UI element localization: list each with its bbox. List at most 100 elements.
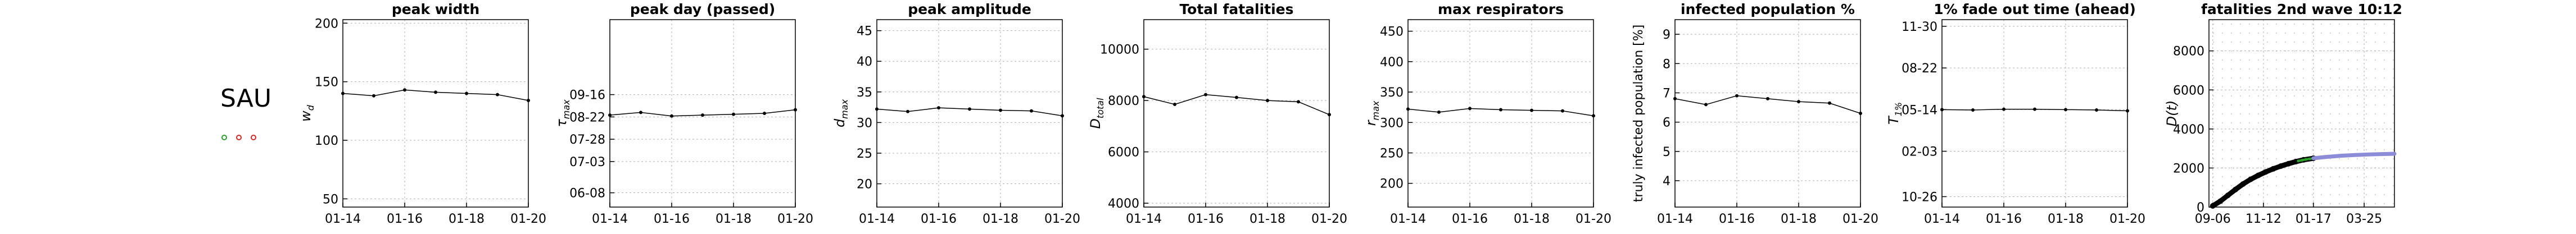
background-dot [2302, 86, 2305, 88]
background-dot [2293, 95, 2296, 97]
background-dot [2230, 23, 2233, 25]
background-dot [2311, 41, 2314, 43]
background-dot [2257, 50, 2260, 52]
background-dot [2293, 149, 2296, 151]
background-dot [2266, 140, 2269, 142]
background-dot [2365, 122, 2367, 124]
y-tick-label: 350 [1380, 86, 1404, 100]
background-dot [2311, 203, 2314, 205]
x-tick-label: 01-16 [654, 212, 690, 226]
background-dot [2383, 104, 2385, 106]
background-dot [2257, 113, 2260, 115]
background-dot [2248, 140, 2251, 142]
chart-panel: 200 250 300 350 400 450 01-14 01-16 01-18 01-20 ma… [1363, 1, 1611, 226]
x-tick-label: 01-14 [1657, 212, 1693, 226]
background-dot [2311, 131, 2314, 133]
background-dot [2365, 59, 2367, 61]
background-dot [2383, 185, 2385, 187]
background-dot [2221, 77, 2224, 79]
background-dot [2302, 149, 2305, 151]
background-dot [2302, 140, 2305, 142]
y-tick-label: 100 [315, 134, 338, 148]
background-dot [2284, 140, 2287, 142]
background-dot [2311, 59, 2314, 61]
background-dot [2266, 68, 2269, 70]
background-dot [2374, 32, 2376, 34]
background-dot [2356, 122, 2358, 124]
background-dot [2221, 185, 2224, 187]
background-dot [2230, 32, 2233, 34]
background-dot [2392, 77, 2394, 79]
background-dot [2239, 176, 2242, 178]
background-dot [2257, 167, 2260, 169]
background-dot [2392, 104, 2394, 106]
data-point [1530, 108, 1533, 112]
background-dot [2239, 113, 2242, 115]
red-marker-icon [251, 135, 256, 140]
background-dot [2356, 32, 2358, 34]
background-dot [2284, 203, 2287, 205]
background-dot [2374, 131, 2376, 133]
background-dot [2383, 113, 2385, 115]
background-dot [2365, 41, 2367, 43]
background-dot [2275, 113, 2278, 115]
x-tick-label: 01-18 [983, 212, 1018, 226]
data-point [1297, 100, 1300, 104]
background-dot [2302, 41, 2305, 43]
background-dot [2293, 122, 2296, 124]
background-dot [2356, 50, 2358, 52]
background-dot [2383, 131, 2385, 133]
x-tick-label: 01-16 [1188, 212, 1224, 226]
background-dot [2311, 176, 2314, 178]
background-dot [2230, 131, 2233, 133]
background-dot [2248, 86, 2251, 88]
background-dot [2329, 140, 2331, 142]
y-tick-label: 50 [323, 192, 338, 207]
background-dot [2392, 50, 2394, 52]
background-dot [2347, 95, 2349, 97]
background-dot [2338, 176, 2340, 178]
background-dot [2347, 176, 2349, 178]
background-dot [2338, 203, 2340, 205]
background-dot [2239, 23, 2242, 25]
background-dot [2248, 68, 2251, 70]
background-dot [2275, 95, 2278, 97]
background-dot [2293, 23, 2296, 25]
data-point [2297, 159, 2300, 163]
data-point [1561, 109, 1564, 113]
y-axis-label: rmax [1363, 100, 1381, 126]
background-dot [2257, 158, 2260, 160]
background-dot [2365, 140, 2367, 142]
x-tick-label: 01-14 [592, 212, 628, 226]
data-point [1173, 102, 1176, 106]
background-dot [2338, 104, 2340, 106]
background-dot [2257, 32, 2260, 34]
data-point [1468, 107, 1472, 111]
background-dot [2329, 149, 2331, 151]
background-dot [2293, 77, 2296, 79]
background-dot [2212, 104, 2215, 106]
background-dot [2347, 131, 2349, 133]
background-dot [2365, 203, 2367, 205]
background-dot [2329, 32, 2331, 34]
background-dot [2347, 140, 2349, 142]
background-dot [2365, 176, 2367, 178]
background-dot [2356, 77, 2358, 79]
data-point [1061, 114, 1064, 118]
background-dot [2302, 23, 2305, 25]
background-dot [2248, 122, 2251, 124]
background-dot [2284, 194, 2287, 196]
background-dot [2284, 158, 2287, 160]
background-dot [2320, 77, 2323, 79]
data-point [2270, 166, 2276, 172]
background-dot [2311, 68, 2314, 70]
background-dot [2239, 41, 2242, 43]
data-point [732, 112, 735, 116]
background-dot [2221, 32, 2224, 34]
background-dot [2392, 32, 2394, 34]
chart-title: max respirators [1438, 1, 1564, 17]
background-dot [2383, 122, 2385, 124]
background-dot [2239, 122, 2242, 124]
y-tick-label: 200 [1380, 177, 1404, 191]
